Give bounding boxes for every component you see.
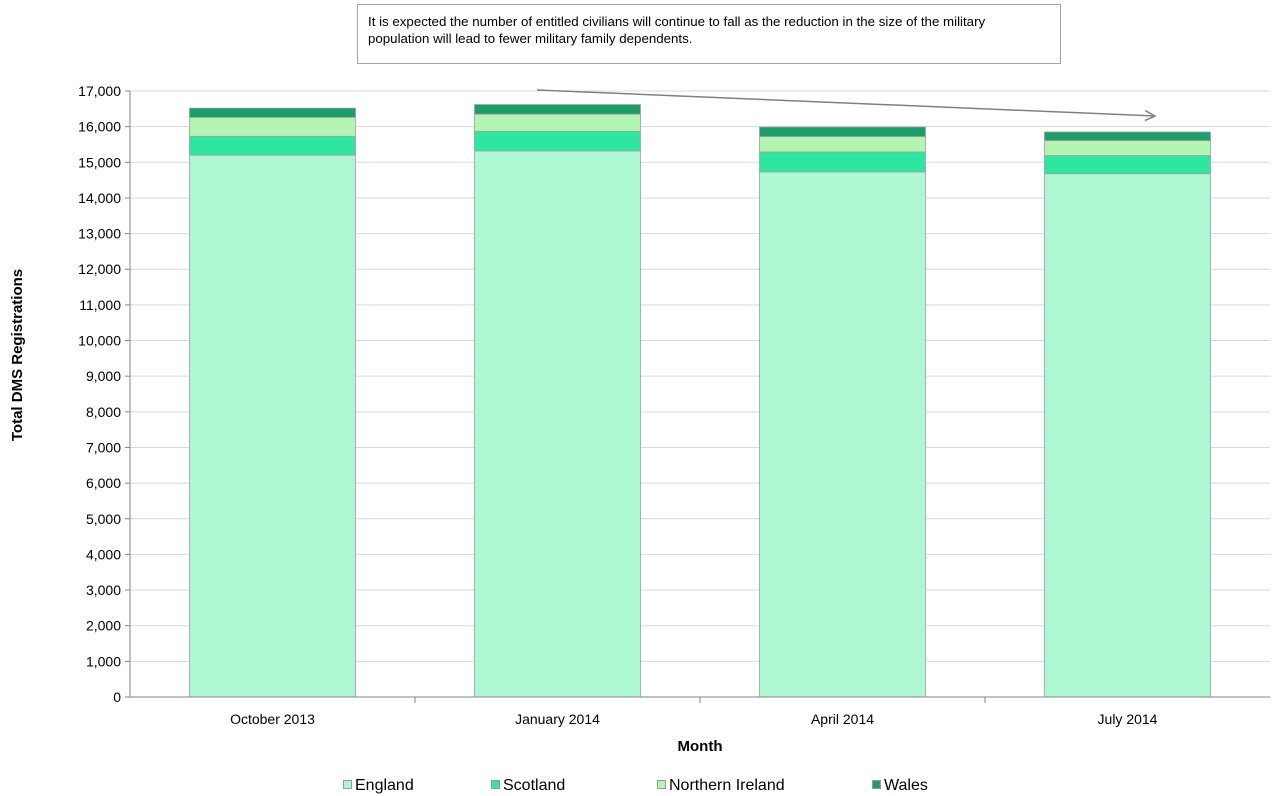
- bar-segment-northern-ireland: [474, 113, 641, 132]
- bar-segment-scotland: [1044, 155, 1211, 175]
- bar-segment-wales: [759, 126, 926, 138]
- trend-arrow: [536, 89, 1155, 116]
- axes: 0 1,000 2,000 3,000 4,000 5,000 6,000 7,000 8,00…: [78, 83, 1270, 727]
- y-tick-label: 11,000: [79, 297, 121, 313]
- bars: [189, 104, 1211, 698]
- legend-label: Northern Ireland: [669, 777, 785, 794]
- y-axis-title: Total DMS Registrations: [9, 269, 26, 441]
- y-tick-label: 1,000: [86, 653, 121, 669]
- legend-item-northern-ireland: Northern Ireland: [657, 776, 785, 796]
- bar-segment-northern-ireland: [189, 116, 356, 137]
- y-tick-label: 5,000: [86, 511, 121, 527]
- legend: England Scotland Northern Ireland Wales: [0, 776, 1274, 796]
- legend-swatch: [343, 780, 352, 789]
- y-tick-label: 0: [113, 689, 121, 705]
- x-axis-title: Month: [678, 738, 723, 755]
- annotation-box: It is expected the number of entitled ci…: [357, 4, 1061, 64]
- y-tick-label: 10,000: [78, 333, 121, 349]
- bar-segment-northern-ireland: [1044, 140, 1211, 156]
- legend-item-wales: Wales: [872, 776, 928, 796]
- bar-segment-england: [189, 154, 356, 698]
- bar-segment-wales: [474, 104, 641, 115]
- legend-item-england: England: [343, 776, 414, 796]
- legend-swatch: [491, 780, 500, 789]
- y-tick-label: 4,000: [86, 546, 121, 562]
- y-tick-label: 2,000: [86, 618, 121, 634]
- legend-item-scotland: Scotland: [491, 776, 565, 796]
- bar-segment-england: [759, 171, 926, 698]
- y-tick-label: 14,000: [78, 190, 121, 206]
- x-tick-label: July 2014: [1098, 711, 1158, 727]
- y-tick-label: 8,000: [86, 404, 121, 420]
- legend-label: Wales: [884, 777, 928, 794]
- y-tick-label: 16,000: [78, 119, 121, 135]
- y-tick-label: 17,000: [78, 83, 121, 99]
- x-tick-label: April 2014: [811, 711, 874, 727]
- bar-segment-scotland: [759, 151, 926, 173]
- x-tick-label: January 2014: [515, 711, 600, 727]
- y-tick-label: 3,000: [86, 582, 121, 598]
- annotation-text: It is expected the number of entitled ci…: [368, 14, 986, 46]
- bar-segment-england: [1044, 173, 1211, 698]
- bar-segment-wales: [189, 107, 356, 118]
- y-tick-label: 6,000: [86, 475, 121, 491]
- y-tick-label: 12,000: [78, 261, 121, 277]
- y-tick-label: 9,000: [86, 368, 121, 384]
- y-tick-label: 7,000: [86, 439, 121, 455]
- bar-segment-northern-ireland: [759, 136, 926, 153]
- bar-segment-scotland: [189, 135, 356, 156]
- y-tick-label: 13,000: [78, 226, 121, 242]
- legend-swatch: [657, 780, 666, 789]
- legend-swatch: [872, 780, 881, 789]
- legend-label: England: [355, 777, 414, 794]
- bar-segment-wales: [1044, 131, 1211, 141]
- x-tick-label: October 2013: [230, 711, 315, 727]
- y-tick-label: 15,000: [78, 154, 121, 170]
- bar-segment-scotland: [474, 130, 641, 152]
- legend-label: Scotland: [503, 777, 566, 794]
- bar-segment-england: [474, 150, 641, 698]
